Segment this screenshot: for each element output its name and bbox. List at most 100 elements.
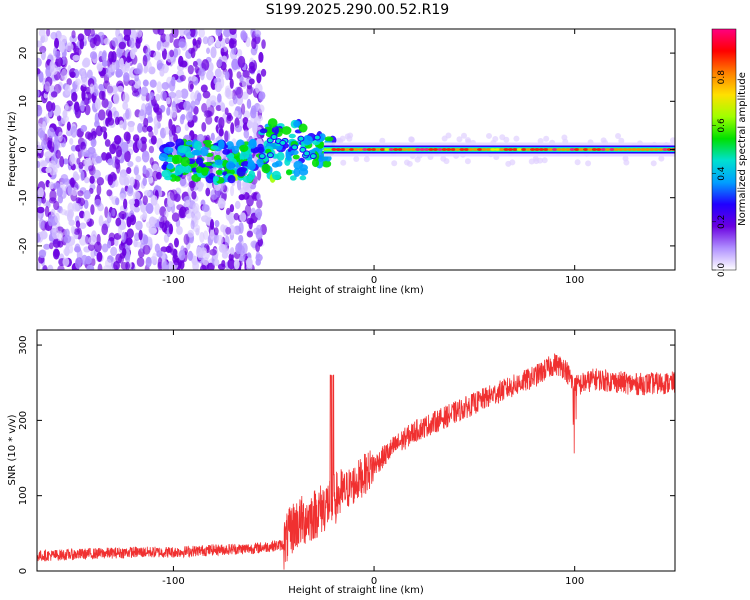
spectrogram-noise-cell xyxy=(124,150,131,163)
x-tick-label: 100 xyxy=(565,275,584,286)
spectrogram-noise-cell xyxy=(247,119,252,130)
spectrogram-noise-cell xyxy=(218,128,224,137)
spectrogram-noise-cell xyxy=(250,46,258,56)
spectrogram-noise-cell xyxy=(60,173,69,183)
spectrogram-noise-cell xyxy=(408,136,415,143)
spectrogram-noise-cell xyxy=(187,250,193,262)
spectrogram-noise-cell xyxy=(72,54,80,61)
spectrogram-noise-cell xyxy=(84,157,91,167)
spectrogram-noise-cell xyxy=(74,243,81,252)
spectrogram-noise-cell xyxy=(168,223,174,235)
spectrogram-carrier-peak xyxy=(432,148,438,151)
spectrogram-noise-cell xyxy=(209,219,215,231)
spectrogram-noise-cell xyxy=(220,47,225,57)
spectrogram-noise-cell xyxy=(83,210,91,223)
spectrogram-noise-cell xyxy=(202,90,211,99)
spectrogram-noise-cell xyxy=(143,189,151,197)
spectrogram-noise-cell xyxy=(81,89,86,101)
spectrogram-noise-cell xyxy=(93,82,98,93)
spectrogram-noise-cell xyxy=(219,71,227,78)
spectrogram-noise-cell xyxy=(171,124,177,136)
spectrogram-noise-cell xyxy=(175,89,183,99)
spectrogram-noise-cell xyxy=(96,183,102,196)
spectrogram-noise-cell xyxy=(363,156,370,163)
spectrogram-signal-cell xyxy=(290,149,299,155)
spectrogram-noise-cell xyxy=(217,263,226,270)
spectrogram-noise-cell xyxy=(130,48,136,60)
spectrogram-noise-cell xyxy=(127,160,134,168)
spectrogram-noise-cell xyxy=(178,55,184,67)
spectrogram-noise-cell xyxy=(198,29,206,38)
spectrogram-carrier-peak xyxy=(379,148,385,151)
spectrogram-noise-cell xyxy=(201,103,208,113)
spectrogram-noise-cell xyxy=(113,260,120,270)
spectrogram-noise-cell xyxy=(73,228,81,235)
spectrogram-noise-cell xyxy=(171,76,176,87)
spectrogram-noise-cell xyxy=(51,228,60,240)
spectrogram-noise-cell xyxy=(255,251,261,259)
spectrogram-signal-cell xyxy=(248,139,257,149)
spectrogram-noise-cell xyxy=(143,117,149,128)
spectrogram-carrier-peak xyxy=(622,148,628,151)
spectrogram-noise-cell xyxy=(50,31,58,40)
spectrogram-signal-cell xyxy=(161,164,168,171)
spectrogram-noise-cell xyxy=(131,90,140,97)
spectrogram-noise-cell xyxy=(135,155,142,163)
spectrogram-noise-cell xyxy=(125,254,131,264)
spectrogram-noise-cell xyxy=(205,187,211,197)
spectrogram-noise-cell xyxy=(222,29,231,38)
spectrogram-noise-cell xyxy=(209,228,215,240)
spectrogram-noise-cell xyxy=(210,46,217,59)
spectrogram-signal-cell xyxy=(231,145,240,155)
spectrogram-noise-cell xyxy=(128,124,135,133)
spectrogram-noise-cell xyxy=(246,98,252,109)
spectrogram-noise-cell xyxy=(73,47,82,57)
spectrogram-noise-cell xyxy=(215,29,222,37)
spectrogram-signal-cell xyxy=(259,128,268,134)
spectrogram-carrier-peak xyxy=(455,148,461,151)
spectrogram-noise-cell xyxy=(198,68,206,77)
spectrogram-signal-cell xyxy=(293,167,301,178)
spectrogram-signal-cell xyxy=(239,144,249,152)
spectrogram-noise-cell xyxy=(135,38,141,49)
spectrogram-noise-cell xyxy=(485,132,492,139)
spectrogram-noise-cell xyxy=(179,74,186,82)
spectrogram-noise-cell xyxy=(224,130,229,143)
spectrogram-noise-cell xyxy=(160,215,168,226)
spectrogram-signal-cell xyxy=(210,145,219,150)
spectrogram-carrier-peak xyxy=(335,148,341,151)
x-tick-label: 0 xyxy=(371,275,377,286)
spectrogram-carrier-peak xyxy=(574,148,580,151)
spectrogram-noise-cell xyxy=(45,166,52,173)
spectrogram-noise-cell xyxy=(71,187,78,197)
spectrogram-noise-cell xyxy=(64,84,71,96)
spectrogram-noise-cell xyxy=(156,81,162,94)
spectrogram-noise-cell xyxy=(246,85,253,95)
spectrogram-noise-cell xyxy=(145,105,153,116)
spectrogram-signal-cell xyxy=(299,164,308,172)
spectrogram-carrier-peak xyxy=(631,148,637,151)
x-tick-label: 0 xyxy=(371,576,377,587)
colorbar-bar xyxy=(711,28,737,271)
spectrogram-noise-cell xyxy=(151,170,159,182)
spectrogram-carrier-peak xyxy=(362,148,368,151)
spectrogram-noise-cell xyxy=(202,36,209,45)
spectrogram-noise-cell xyxy=(225,226,232,235)
spectrogram-noise-cell xyxy=(44,151,53,159)
spectrogram-carrier-peak xyxy=(653,148,659,151)
spectrogram-noise-cell xyxy=(137,139,143,150)
x-tick-label: -100 xyxy=(162,275,185,286)
spectrogram-noise-cell xyxy=(90,29,95,37)
spectrogram-noise-cell xyxy=(110,246,118,257)
spectrogram-signal-cell xyxy=(271,162,280,168)
y-tick-label: 20 xyxy=(18,47,29,60)
spectrogram-noise-cell xyxy=(159,68,165,77)
spectrogram-noise-cell xyxy=(203,230,209,240)
spectrogram-noise-cell xyxy=(509,159,516,166)
spectrogram-noise-cell xyxy=(227,212,236,225)
spectrogram-signal-knot xyxy=(313,134,321,141)
spectrogram-noise-cell xyxy=(176,225,183,235)
spectrogram-noise-cell xyxy=(122,92,130,104)
spectrogram-noise-cell xyxy=(391,160,398,167)
spectrogram-signal-cell xyxy=(215,169,223,175)
